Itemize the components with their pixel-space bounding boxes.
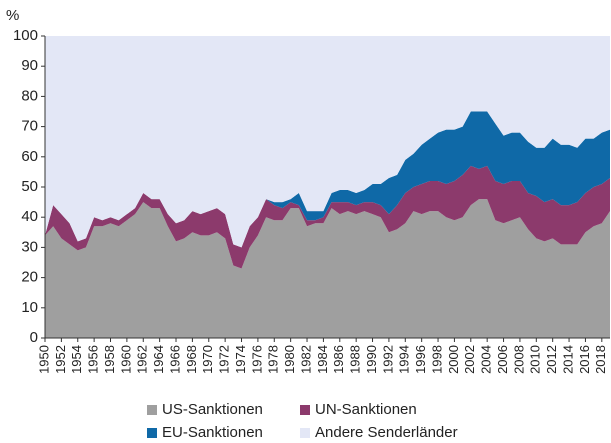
legend-label: Andere Senderländer [315, 424, 458, 441]
y-tick-label: 80 [21, 87, 38, 104]
legend-label: US-Sanktionen [162, 401, 263, 418]
y-tick-label: 60 [21, 148, 38, 165]
x-tick-label: 1998 [429, 345, 444, 374]
x-tick-label: 1994 [397, 345, 412, 374]
x-tick-label: 2010 [528, 345, 543, 374]
x-tick-label: 2000 [446, 345, 461, 374]
x-tick-label: 2002 [462, 345, 477, 374]
legend-label: UN-Sanktionen [315, 401, 417, 418]
x-tick-label: 1952 [53, 345, 68, 374]
y-tick-label: 90 [21, 57, 38, 74]
x-tick-label: 1966 [167, 345, 182, 374]
x-tick-label: 2018 [593, 345, 608, 374]
x-tick-label: 1988 [348, 345, 363, 374]
x-tick-label: 1950 [36, 345, 51, 374]
x-tick-label: 2014 [560, 345, 575, 374]
y-axis-label: % [6, 7, 19, 24]
y-tick-label: 20 [21, 269, 38, 286]
y-tick-label: 100 [13, 27, 38, 44]
y-tick-label: 10 [21, 299, 38, 316]
x-tick-label: 1990 [364, 345, 379, 374]
x-tick-label: 1980 [282, 345, 297, 374]
x-tick-label: 1960 [118, 345, 133, 374]
y-tick-label: 30 [21, 238, 38, 255]
legend-swatch [300, 428, 310, 438]
x-tick-label: 1982 [298, 345, 313, 374]
legend-swatch [147, 428, 157, 438]
y-tick-label: 50 [21, 178, 38, 195]
x-tick-label: 1976 [249, 345, 264, 374]
x-tick-label: 1958 [102, 345, 117, 374]
x-tick-label: 2008 [511, 345, 526, 374]
x-tick-label: 1984 [315, 345, 330, 374]
x-tick-label: 1962 [135, 345, 150, 374]
x-tick-label: 1964 [151, 345, 166, 374]
x-tick-label: 2012 [544, 345, 559, 374]
x-tick-label: 1972 [217, 345, 232, 374]
legend-swatch [300, 405, 310, 415]
area [45, 111, 610, 248]
x-tick-label: 1970 [200, 345, 215, 374]
area [45, 36, 610, 248]
x-tick-label: 2004 [479, 345, 494, 374]
area [45, 199, 610, 338]
x-tick-label: 1978 [266, 345, 281, 374]
x-tick-label: 1986 [331, 345, 346, 374]
legend-swatch [147, 405, 157, 415]
x-tick-label: 1968 [184, 345, 199, 374]
y-tick-label: 70 [21, 118, 38, 135]
x-tick-label: 2006 [495, 345, 510, 374]
area [45, 165, 610, 269]
x-tick-label: 1956 [86, 345, 101, 374]
y-tick-label: 0 [30, 329, 38, 346]
x-tick-label: 1974 [233, 345, 248, 374]
x-tick-label: 1996 [413, 345, 428, 374]
legend-label: EU-Sanktionen [162, 424, 263, 441]
x-tick-label: 1992 [380, 345, 395, 374]
y-tick-label: 40 [21, 208, 38, 225]
x-tick-label: 1954 [69, 345, 84, 374]
x-tick-label: 2016 [577, 345, 592, 374]
